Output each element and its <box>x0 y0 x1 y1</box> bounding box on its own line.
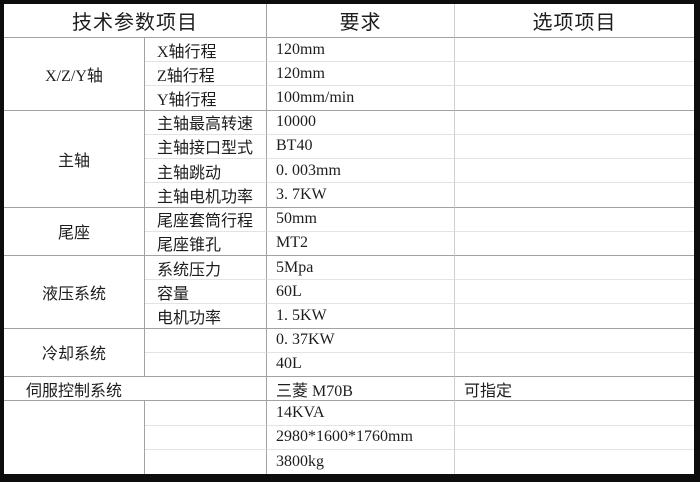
group-cell-hydraulic: 液压系统 <box>4 255 145 329</box>
param-cell <box>145 352 267 378</box>
header-tech-params: 技术参数项目 <box>4 4 267 38</box>
param-cell: 系统压力 <box>145 255 267 281</box>
option-cell <box>455 159 694 184</box>
param-cell: 主轴跳动 <box>145 159 267 184</box>
option-cell <box>455 86 694 111</box>
option-cell <box>455 304 694 329</box>
header-options: 选项项目 <box>455 4 694 38</box>
value-cell: 40L <box>267 352 455 378</box>
param-cell: 容量 <box>145 280 267 305</box>
group-cell-tailstock: 尾座 <box>4 207 145 256</box>
param-cell: Y轴行程 <box>145 86 267 111</box>
option-cell: 可指定 <box>455 377 694 402</box>
group-cell-empty <box>4 401 145 474</box>
option-cell <box>455 232 694 256</box>
value-cell: 120mm <box>267 38 455 63</box>
value-cell: 1. 5KW <box>267 304 455 329</box>
option-cell <box>455 280 694 305</box>
param-cell: Z轴行程 <box>145 62 267 87</box>
param-cell <box>145 449 267 474</box>
option-cell <box>455 62 694 87</box>
option-cell <box>455 256 694 281</box>
group-cell-cooling: 冷却系统 <box>4 328 145 378</box>
group-cell-spindle: 主轴 <box>4 110 145 208</box>
option-cell <box>455 183 694 208</box>
param-cell <box>145 328 267 353</box>
option-cell <box>455 111 694 135</box>
value-cell: 10000 <box>267 110 455 135</box>
param-cell <box>145 401 267 426</box>
option-cell <box>455 450 694 474</box>
group-label: 伺服控制系统 <box>25 382 122 400</box>
option-cell <box>455 38 694 63</box>
value-cell: 0. 003mm <box>267 159 455 184</box>
value-cell: 5Mpa <box>267 255 455 281</box>
option-cell <box>455 208 694 232</box>
group-cell-servo: 伺服控制系统 <box>4 377 267 402</box>
value-cell: 2980*1600*1760mm <box>267 425 455 450</box>
param-cell: 主轴电机功率 <box>145 183 267 208</box>
option-cell <box>455 135 694 160</box>
value-cell: 3800kg <box>267 449 455 474</box>
value-cell: 三菱 M70B <box>267 377 455 402</box>
value-cell: 3. 7KW <box>267 183 455 208</box>
param-cell: 主轴接口型式 <box>145 134 267 160</box>
header-requirement: 要求 <box>267 4 455 38</box>
value-cell: BT40 <box>267 134 455 160</box>
group-cell-axes: X/Z/Y轴 <box>4 38 145 111</box>
value-cell: 60L <box>267 280 455 305</box>
param-cell: 电机功率 <box>145 304 267 329</box>
value-cell: 14KVA <box>267 401 455 426</box>
param-cell <box>145 425 267 450</box>
value-cell: 100mm/min <box>267 86 455 111</box>
value-cell: MT2 <box>267 231 455 256</box>
param-cell: X轴行程 <box>145 38 267 63</box>
spec-table: 技术参数项目 要求 选项项目 X/Z/Y轴 X轴行程 120mm Z轴行程 12… <box>4 4 694 474</box>
param-cell: 尾座套筒行程 <box>145 207 267 232</box>
value-cell: 50mm <box>267 207 455 232</box>
value-cell: 120mm <box>267 62 455 87</box>
option-cell <box>455 426 694 450</box>
option-cell <box>455 401 694 426</box>
param-cell: 尾座锥孔 <box>145 231 267 256</box>
value-cell: 0. 37KW <box>267 328 455 353</box>
param-cell: 主轴最高转速 <box>145 110 267 135</box>
option-cell <box>455 329 694 353</box>
option-cell <box>455 353 694 378</box>
